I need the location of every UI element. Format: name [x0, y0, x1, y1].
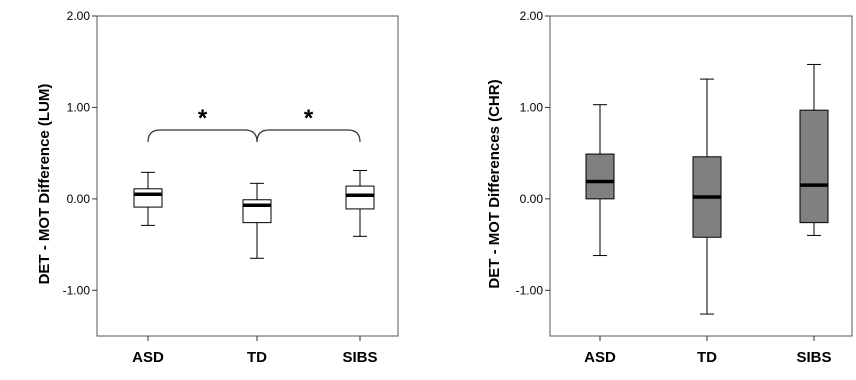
x-category-label: TD [247, 349, 267, 366]
x-category-label: ASD [584, 349, 616, 366]
box-asd [133, 171, 163, 226]
chart-panel-2: 2.00 1.00 0.00 -1.00 DET - MOT Differences (… [486, 9, 853, 366]
significance-star: * [304, 105, 314, 132]
x-category-label: ASD [132, 349, 164, 366]
chart-panel-1: 2.00 1.00 0.00 -1.00 DET - MOT Difference (L… [36, 9, 399, 366]
significance-bracket [147, 129, 258, 143]
y-tick-label: 0.00 [67, 192, 91, 206]
y-tick-label: -1.00 [516, 283, 544, 297]
y-tick-label: 1.00 [520, 100, 544, 114]
y-axis-title: DET - MOT Differences (CHR) [486, 79, 503, 288]
significance-star: * [198, 105, 208, 132]
box-asd [585, 104, 615, 257]
box-rect [345, 185, 375, 210]
box-td [242, 182, 272, 259]
x-category-label: SIBS [342, 349, 377, 366]
box-sibs [799, 63, 829, 236]
x-category-label: SIBS [796, 349, 831, 366]
plot-frame [549, 15, 853, 337]
y-axis-title: DET - MOT Difference (LUM) [36, 84, 53, 285]
box-rect [799, 109, 829, 224]
box-sibs [345, 170, 375, 237]
box-rect [585, 153, 615, 200]
plot-frame [96, 15, 399, 337]
y-tick-label: 0.00 [520, 192, 544, 206]
box-rect [133, 188, 163, 208]
x-category-label: TD [697, 349, 717, 366]
box-td [692, 78, 722, 315]
box-rect [242, 199, 272, 224]
significance-bracket [256, 129, 361, 143]
y-tick-label: 2.00 [520, 9, 544, 23]
y-tick-label: 1.00 [67, 100, 91, 114]
y-tick-label: 2.00 [67, 9, 91, 23]
y-tick-label: -1.00 [63, 283, 91, 297]
